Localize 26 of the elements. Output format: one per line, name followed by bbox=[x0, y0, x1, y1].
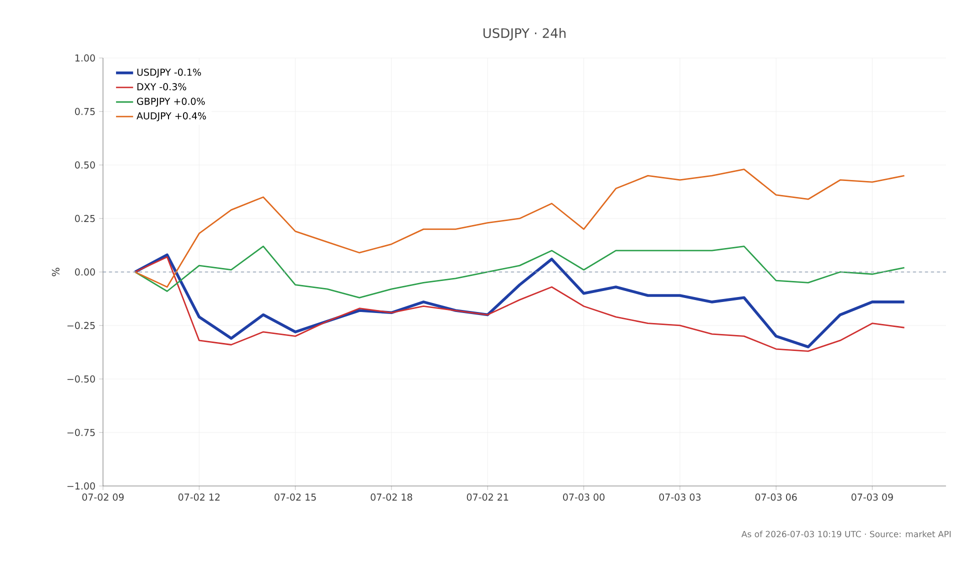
x-tick-label: 07-03 09 bbox=[852, 494, 893, 501]
text: As of 2026-07-03 10:19 UTC · Source: market API bbox=[741, 530, 951, 538]
legend-label: DXY -0.3% bbox=[137, 83, 186, 90]
legend-label: AUDJPY +0.4% bbox=[136, 112, 206, 122]
line-series bbox=[134, 168, 906, 288]
y-tick-label: −1.00 bbox=[67, 482, 95, 490]
y-tick-label: 0.25 bbox=[75, 214, 95, 222]
chart-title: USDJPY · 24h bbox=[483, 28, 566, 40]
y-tick-label: 0.50 bbox=[75, 161, 95, 169]
legend-label: USDJPY -0.1% bbox=[137, 68, 201, 78]
y-tick-label: −0.25 bbox=[67, 322, 95, 330]
legend-label: GBPJPY +0.0% bbox=[137, 98, 205, 107]
x-tick-label: 07-02 09 bbox=[82, 494, 124, 501]
y-tick-label: 1.00 bbox=[75, 54, 95, 62]
x-tick-label: 07-02 12 bbox=[178, 494, 220, 501]
y-tick-label: −0.50 bbox=[67, 375, 95, 383]
x-tick-label: 07-03 03 bbox=[659, 494, 701, 501]
x-tick-label: 07-02 18 bbox=[370, 494, 412, 501]
x-tick-label: 07-02 15 bbox=[274, 494, 316, 501]
y-tick-label: −0.75 bbox=[67, 428, 95, 436]
x-tick-label: 07-02 21 bbox=[466, 494, 508, 501]
y-tick-label: 0.75 bbox=[75, 108, 95, 116]
x-tick-label: 07-03 00 bbox=[563, 494, 604, 501]
y-tick-label: 0.00 bbox=[75, 268, 95, 276]
y-axis-title: % bbox=[52, 268, 60, 276]
x-tick-label: 07-03 06 bbox=[755, 494, 797, 501]
